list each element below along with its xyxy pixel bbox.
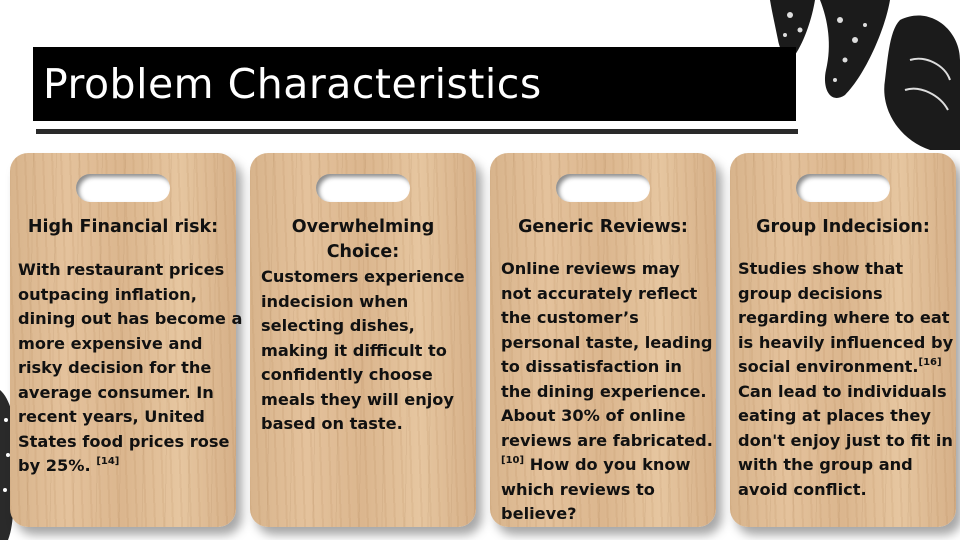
board-handle-hole [76, 174, 170, 202]
bread-sketch-icon [770, 0, 960, 150]
title-bar: Problem Characteristics [33, 47, 796, 121]
card-text-line: dining out has become a [18, 309, 243, 328]
card-text-line: risky decision for the [18, 358, 212, 377]
card-text-line: to dissatisfaction in [501, 357, 682, 376]
citation-marker: [16] [918, 357, 942, 368]
card-body: Online reviews may not accurately reflec… [501, 257, 713, 527]
card-text-fragment: How do you know [524, 455, 691, 474]
card-text-line: the customer’s [501, 308, 639, 327]
card-text-line: confidently choose [261, 365, 433, 384]
card-text-line: based on taste. [261, 414, 403, 433]
card-text-line: recent years, United [18, 407, 205, 426]
card-text-line: regarding where to eat [738, 308, 950, 327]
card-text-line: social environment.[16] [738, 355, 953, 380]
page-title: Problem Characteristics [43, 60, 542, 108]
card-text-line: Studies show that [738, 259, 904, 278]
card-text-line: making it difficult to [261, 340, 447, 360]
card-text-line: eating at places they [738, 406, 931, 425]
card-text-line: With restaurant prices [18, 260, 225, 279]
citation-marker: [10] [501, 455, 525, 466]
card-text-line: is heavily influenced by [738, 332, 954, 352]
card-overwhelming-choice: Overwhelming Choice: Customers experienc… [250, 153, 476, 527]
card-text-line: average consumer. In [18, 382, 214, 402]
card-body: Studies show that group decisions regard… [738, 257, 953, 502]
card-text-line: Can lead to individuals [738, 381, 947, 401]
card-text-line: selecting dishes, [261, 316, 415, 335]
card-text-line: not accurately reflect [501, 283, 698, 303]
board-handle-hole [796, 174, 890, 202]
board-handle-hole [316, 174, 410, 202]
card-text-fragment: by 25%. [18, 456, 91, 475]
card-text-line: Online reviews may [501, 259, 680, 278]
card-generic-reviews: Generic Reviews: Online reviews may not … [490, 153, 716, 527]
card-body: With restaurant prices outpacing inflati… [18, 258, 242, 479]
card-heading: Overwhelming Choice: [250, 215, 476, 265]
card-text-line: avoid conflict. [738, 479, 867, 499]
card-text-line: About 30% of online [501, 406, 686, 425]
card-body: Customers experience indecision when sel… [261, 265, 465, 437]
card-heading: Generic Reviews: [518, 217, 688, 237]
card-text-line: outpacing inflation, [18, 284, 197, 304]
card-text-line: Customers experience [261, 267, 465, 286]
title-divider [36, 129, 798, 134]
card-text-line: indecision when [261, 291, 409, 311]
citation-marker: [14] [96, 456, 120, 467]
card-text-line: the dining experience. [501, 381, 707, 401]
card-text-line: [10] How do you know [501, 453, 713, 478]
card-text-line: which reviews to [501, 479, 655, 499]
card-text-line: believe? [501, 504, 577, 523]
card-heading-line: Choice: [326, 242, 400, 262]
card-heading-line: Overwhelming [291, 217, 435, 237]
card-text-line: group decisions [738, 283, 883, 303]
board-handle-hole [556, 174, 650, 202]
card-text-line: with the group and [738, 455, 913, 474]
card-high-financial-risk: High Financial risk: With restaurant pri… [10, 153, 242, 527]
card-heading: High Financial risk: [27, 217, 219, 237]
card-text-line: by 25%. [14] [18, 454, 242, 479]
card-text-line: reviews are fabricated. [501, 430, 713, 450]
card-text-line: don't enjoy just to fit in [738, 430, 953, 450]
card-heading: Group Indecision: [756, 217, 930, 237]
card-text-line: more expensive and [18, 333, 203, 353]
card-text-fragment: social environment. [738, 357, 919, 376]
card-group-indecision: Group Indecision: Studies show that grou… [730, 153, 956, 527]
card-text-line: meals they will enjoy [261, 389, 454, 409]
card-text-line: States food prices rose [18, 431, 230, 451]
card-text-line: personal taste, leading [501, 332, 713, 352]
